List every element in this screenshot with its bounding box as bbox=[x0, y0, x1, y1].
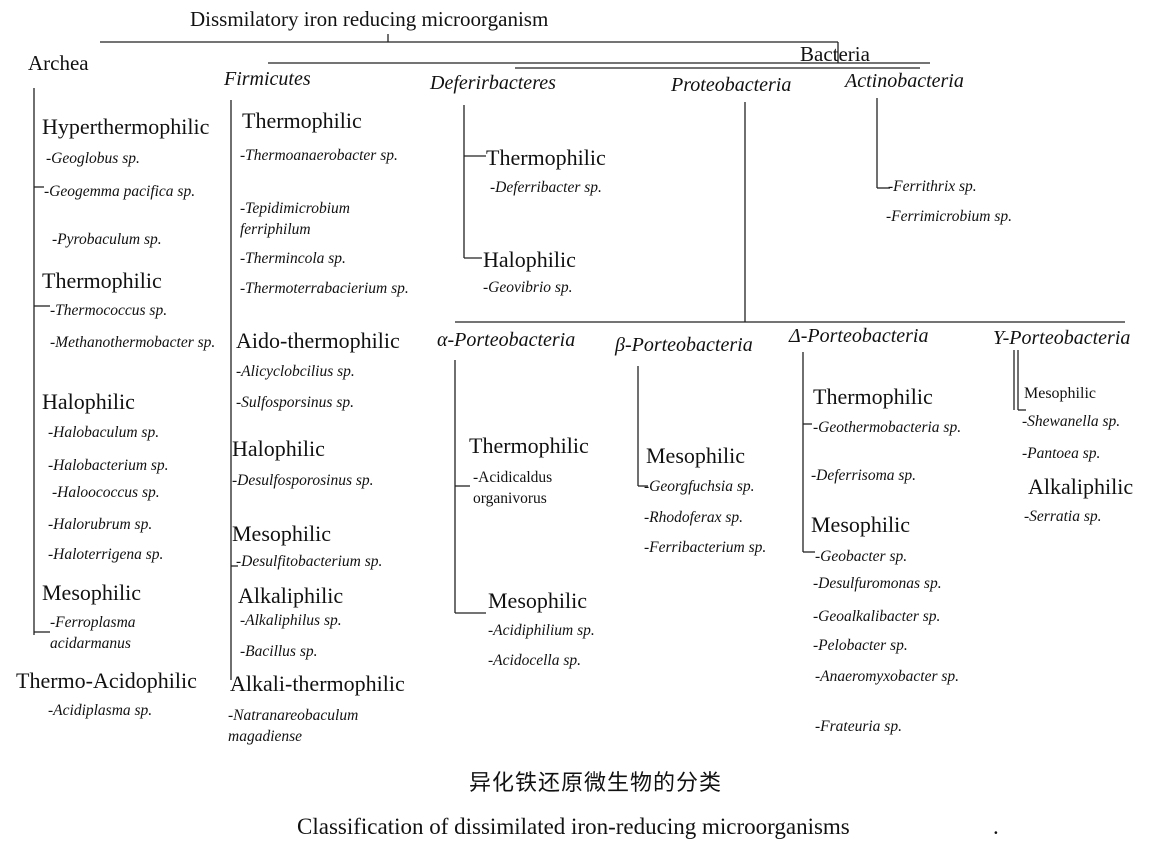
species-item: -Geogemma pacifica sp. bbox=[44, 183, 196, 200]
firmicutes-group-alkali-thermophilic: Alkali-thermophilic bbox=[230, 671, 405, 696]
archea-group-mesophilic: Mesophilic bbox=[42, 580, 141, 605]
archea-label: Archea bbox=[28, 51, 89, 75]
species-item: -Georgfuchsia sp. bbox=[644, 478, 755, 495]
species-item: -Serratia sp. bbox=[1024, 508, 1102, 525]
firmicutes-group-halophilic: Halophilic bbox=[232, 436, 325, 461]
archea-group-halophilic: Halophilic bbox=[42, 389, 135, 414]
species-item: -Thermococcus sp. bbox=[50, 302, 168, 319]
species-item: -Alicyclobcilius sp. bbox=[236, 363, 355, 380]
beta-proteobacteria-label: β-Porteobacteria bbox=[615, 334, 753, 356]
firmicutes-group-mesophilic: Mesophilic bbox=[232, 521, 331, 546]
species-item: -Tepidimicrobium ferriphilum bbox=[240, 200, 350, 238]
gamma-proteobacteria-label: Y-Porteobacteria bbox=[993, 327, 1131, 349]
delta-proteobacteria-label: Δ-Porteobacteria bbox=[789, 325, 929, 347]
species-item: -Pyrobaculum sp. bbox=[52, 231, 162, 248]
alpha-group-thermophilic: Thermophilic bbox=[469, 433, 589, 458]
species-item: -Ferrimicrobium sp. bbox=[886, 208, 1012, 225]
archea-group-thermophilic: Thermophilic bbox=[42, 268, 162, 293]
species-item: -Acidiphilium sp. bbox=[488, 622, 595, 639]
species-item: -Geovibrio sp. bbox=[483, 279, 573, 296]
species-item: -Methanothermobacter sp. bbox=[50, 334, 216, 351]
species-item: -Geoglobus sp. bbox=[46, 150, 140, 167]
alpha-proteobacteria-label: α-Porteobacteria bbox=[437, 329, 576, 351]
archea-group-thermo-acidophilic: Thermo-Acidophilic bbox=[16, 668, 197, 693]
bacteria-label: Bacteria bbox=[800, 42, 870, 66]
caption-chinese: 异化铁还原微生物的分类 bbox=[469, 771, 723, 796]
deferribacteres-group-halophilic: Halophilic bbox=[483, 247, 576, 272]
species-item: -Thermoterrabacierium sp. bbox=[240, 280, 409, 297]
species-item: -Deferrisoma sp. bbox=[811, 467, 917, 484]
deferribacteres-label: Deferirbacteres bbox=[430, 72, 556, 94]
species-item: -Halorubrum sp. bbox=[48, 516, 153, 533]
species-item: -Geoalkalibacter sp. bbox=[813, 608, 941, 625]
species-item: -Anaeromyxobacter sp. bbox=[815, 668, 960, 685]
firmicutes-group-thermophilic: Thermophilic bbox=[242, 108, 362, 133]
species-item: -Ferribacterium sp. bbox=[644, 539, 767, 556]
species-item: -Acidocella sp. bbox=[488, 652, 581, 669]
species-item: -Shewanella sp. bbox=[1022, 413, 1121, 430]
species-item: -Pantoea sp. bbox=[1022, 445, 1101, 462]
species-item: -Alkaliphilus sp. bbox=[240, 612, 342, 629]
species-item: -Frateuria sp. bbox=[815, 718, 902, 735]
species-item: -Geobacter sp. bbox=[815, 548, 908, 565]
firmicutes-group-aido-thermophilic: Aido-thermophilic bbox=[236, 328, 400, 353]
beta-group-mesophilic: Mesophilic bbox=[646, 443, 745, 468]
species-item: -Rhodoferax sp. bbox=[644, 509, 744, 526]
species-item: -Haloterrigena sp. bbox=[48, 546, 164, 563]
species-item: -Desulfosporosinus sp. bbox=[232, 472, 374, 489]
caption-english: Classification of dissimilated iron-redu… bbox=[297, 814, 850, 839]
species-item: -Ferroplasma acidarmanus bbox=[50, 614, 136, 652]
species-item: -Bacillus sp. bbox=[240, 643, 318, 660]
species-item: -Haloococcus sp. bbox=[52, 484, 160, 501]
species-item: -Desulfuromonas sp. bbox=[813, 575, 942, 592]
species-item: -Acidicaldus organivorus bbox=[473, 469, 553, 507]
archea-group-hyperthermophilic: Hyperthermophilic bbox=[42, 114, 210, 139]
species-item: -Thermincola sp. bbox=[240, 250, 346, 267]
species-item: -Halobaculum sp. bbox=[48, 424, 160, 441]
deferribacteres-group-thermophilic: Thermophilic bbox=[486, 145, 606, 170]
species-item: -Geothermobacteria sp. bbox=[813, 419, 962, 436]
gamma-group-alkaliphilic: Alkaliphilic bbox=[1028, 474, 1134, 499]
species-item: -Desulfitobacterium sp. bbox=[236, 553, 383, 570]
delta-group-thermophilic: Thermophilic bbox=[813, 384, 933, 409]
species-item: -Acidiplasma sp. bbox=[48, 702, 153, 719]
firmicutes-group-alkaliphilic: Alkaliphilic bbox=[238, 583, 344, 608]
species-item: -Deferribacter sp. bbox=[490, 179, 602, 196]
species-item: -Halobacterium sp. bbox=[48, 457, 169, 474]
species-item: -Ferrithrix sp. bbox=[888, 178, 977, 195]
proteobacteria-label: Proteobacteria bbox=[671, 74, 792, 96]
caption-period: . bbox=[993, 814, 999, 839]
species-item: -Sulfosporsinus sp. bbox=[236, 394, 354, 411]
species-item: -Pelobacter sp. bbox=[813, 637, 908, 654]
actinobacteria-label: Actinobacteria bbox=[845, 70, 964, 92]
gamma-group-mesophilic: Mesophilic bbox=[1024, 385, 1096, 402]
delta-group-mesophilic: Mesophilic bbox=[811, 512, 910, 537]
diagram-title: Dissmilatory iron reducing microorganism bbox=[190, 7, 549, 31]
alpha-group-mesophilic: Mesophilic bbox=[488, 588, 587, 613]
species-item: -Thermoanaerobacter sp. bbox=[240, 147, 398, 164]
species-item: -Natranareobaculum magadiense bbox=[228, 707, 359, 745]
firmicutes-label: Firmicutes bbox=[224, 68, 311, 90]
